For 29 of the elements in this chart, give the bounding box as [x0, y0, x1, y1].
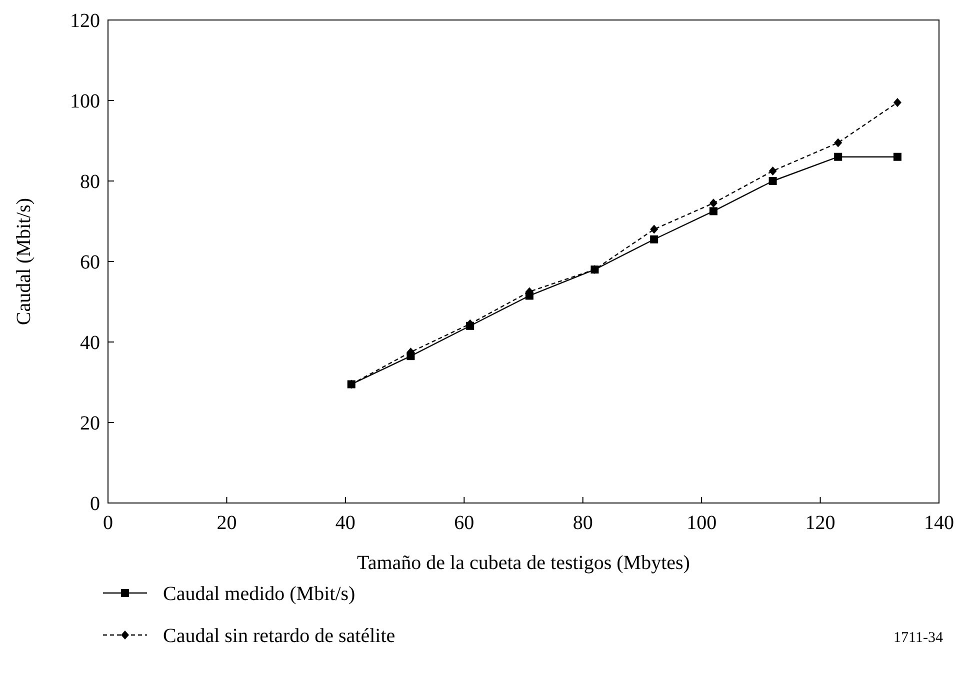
y-tick-label: 100 [70, 90, 100, 112]
y-tick-label: 120 [70, 10, 100, 32]
y-tick-label: 40 [80, 332, 100, 354]
y-tick-label: 60 [80, 252, 100, 274]
x-tick-label: 20 [216, 512, 237, 534]
text: 1711-34 [894, 630, 944, 646]
x-tick-label: 100 [686, 512, 717, 534]
y-tick-label: 80 [80, 171, 100, 193]
point [650, 235, 658, 244]
x-tick-label: 80 [572, 512, 593, 534]
point [709, 207, 718, 216]
point [834, 138, 842, 148]
x-tick-label: 60 [454, 512, 474, 534]
x-axis-title: Tamaño de la cubeta de testigos (Mbytes) [357, 552, 690, 574]
point [893, 98, 902, 108]
y-tick-label: 0 [90, 493, 100, 515]
point [650, 224, 658, 234]
point [768, 166, 777, 176]
y-axis-title: Caudal (Mbit/s) [13, 198, 35, 326]
point [709, 198, 718, 208]
point [768, 177, 777, 185]
x-tick-label: 140 [924, 512, 954, 534]
point [893, 152, 902, 161]
point [834, 152, 842, 161]
legend-label: Caudal sin retardo de satélite [163, 625, 396, 647]
x-tick-label: 120 [805, 512, 836, 534]
y-tick-label: 20 [80, 412, 100, 434]
legend-label: Caudal medido (Mbit/s) [163, 583, 356, 605]
x-tick-label: 40 [335, 512, 356, 534]
